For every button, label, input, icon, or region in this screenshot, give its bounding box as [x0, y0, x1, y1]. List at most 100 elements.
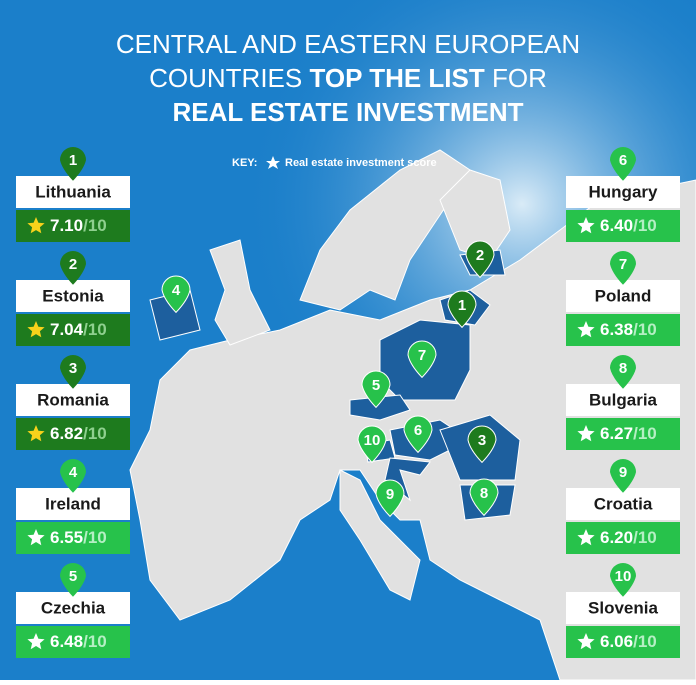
name-box: [566, 176, 680, 208]
card-pin: [610, 459, 636, 493]
map-pin: [403, 415, 433, 454]
score-scale: /10: [83, 424, 107, 443]
country-name: Czechia: [41, 598, 106, 617]
title-segment: REAL ESTATE INVESTMENT: [172, 97, 523, 127]
country-card: Czechia 6.48/10 5: [16, 563, 130, 658]
key-label: KEY:: [232, 157, 257, 169]
map-rank: 9: [386, 486, 394, 503]
score-star: [27, 321, 45, 338]
country-card: Poland 6.38/10 7: [566, 251, 680, 346]
score-star: [27, 217, 45, 234]
score: 7.04/10: [50, 320, 107, 339]
score: 6.27/10: [600, 424, 657, 443]
score-value: 7.10: [50, 216, 83, 235]
map-rank: 7: [418, 347, 426, 364]
score-scale: /10: [633, 528, 657, 547]
score: 6.55/10: [50, 528, 107, 547]
card-pin: [60, 355, 86, 389]
map-pin: [469, 478, 499, 517]
title-segment: TOP THE LIST: [309, 63, 484, 93]
score-scale: /10: [83, 320, 107, 339]
name-box: [16, 280, 130, 312]
map-pin: [161, 275, 191, 314]
key-star: [266, 156, 280, 169]
name-box: [566, 488, 680, 520]
name-box: [566, 384, 680, 416]
card-rank: 5: [69, 568, 77, 585]
score-star: [577, 321, 595, 338]
score-value: 7.04: [50, 320, 84, 339]
score-star: [577, 633, 595, 650]
country-card: Estonia 7.04/10 2: [16, 251, 130, 346]
country-name: Ireland: [45, 494, 101, 513]
score-star: [27, 425, 45, 442]
map-rank: 5: [372, 377, 380, 394]
country-card: Hungary 6.40/10 6: [566, 147, 680, 242]
card-pin: [610, 147, 636, 181]
score-scale: /10: [633, 424, 657, 443]
map-pin: [407, 340, 437, 379]
score-scale: /10: [83, 632, 107, 651]
score-value: 6.27: [600, 424, 633, 443]
title-line: COUNTRIES TOP THE LIST FOR: [149, 63, 547, 93]
card-pin: [610, 563, 636, 597]
card-rank: 7: [619, 256, 627, 273]
map-pin: [465, 240, 495, 279]
map-pin: [447, 290, 477, 329]
country-name: Bulgaria: [589, 390, 658, 409]
score-value: 6.55: [50, 528, 83, 547]
score-value: 6.38: [600, 320, 633, 339]
score-value: 6.06: [600, 632, 633, 651]
card-pin: [610, 355, 636, 389]
score-scale: /10: [633, 632, 657, 651]
score-star: [27, 529, 45, 546]
country-card: Lithuania 7.10/10 1: [16, 147, 130, 242]
name-box: [566, 280, 680, 312]
map-pin: [357, 425, 387, 464]
card-pin: [610, 251, 636, 285]
map-pin: [361, 370, 391, 409]
title-segment: FOR: [485, 63, 547, 93]
score: 7.10/10: [50, 216, 107, 235]
card-rank: 8: [619, 360, 627, 377]
card-pin: [60, 147, 86, 181]
score-value: 6.40: [600, 216, 633, 235]
map-rank: 4: [172, 282, 181, 299]
card-pin: [60, 563, 86, 597]
score-value: 6.20: [600, 528, 633, 547]
card-rank: 4: [69, 464, 78, 481]
score: 6.82/10: [50, 424, 107, 443]
name-box: [16, 488, 130, 520]
card-rank: 2: [69, 256, 77, 273]
card-rank: 10: [615, 568, 632, 585]
map-pin: [375, 479, 405, 518]
country-name: Poland: [595, 286, 652, 305]
country-card: Romania 6.82/10 3: [16, 355, 130, 450]
country-name: Estonia: [42, 286, 104, 305]
score-star: [577, 217, 595, 234]
card-rank: 3: [69, 360, 77, 377]
country-card: Slovenia 6.06/10 10: [566, 563, 680, 658]
map-rank: 1: [458, 297, 466, 314]
card-rank: 1: [69, 152, 77, 169]
score-scale: /10: [633, 216, 657, 235]
key: KEY: Real estate investment score: [232, 156, 437, 169]
key-text: Real estate investment score: [285, 157, 437, 169]
map-rank: 6: [414, 422, 422, 439]
score: 6.40/10: [600, 216, 657, 235]
country-name: Hungary: [589, 182, 659, 201]
map-rank: 10: [364, 432, 381, 449]
score-star: [577, 529, 595, 546]
country-card: Ireland 6.55/10 4: [16, 459, 130, 554]
map-pins: 1 2 3 4 5 6 7 8 9 10: [161, 240, 499, 518]
map-rank: 3: [478, 432, 486, 449]
score-scale: /10: [633, 320, 657, 339]
score-value: 6.82: [50, 424, 83, 443]
map-rank: 8: [480, 485, 488, 502]
country-name: Lithuania: [35, 182, 111, 201]
name-box: [16, 592, 130, 624]
title-line: CENTRAL AND EASTERN EUROPEAN: [116, 29, 580, 59]
score: 6.06/10: [600, 632, 657, 651]
score-value: 6.48: [50, 632, 83, 651]
title-line: REAL ESTATE INVESTMENT: [172, 97, 523, 127]
